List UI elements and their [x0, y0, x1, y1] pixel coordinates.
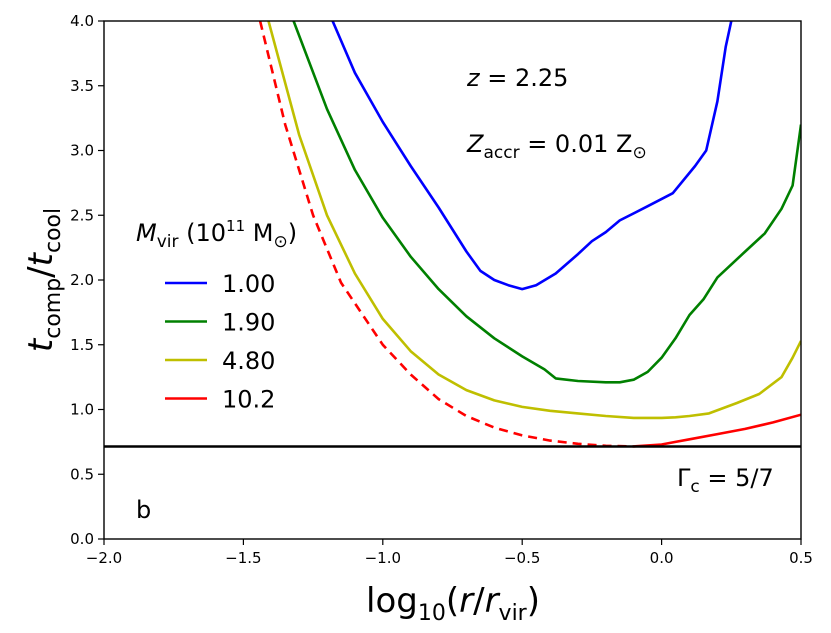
- y-tick-label: 2.5: [70, 206, 94, 224]
- series-line-10.2: [258, 21, 634, 448]
- y-tick-label: 2.0: [70, 271, 94, 289]
- legend: 1.00 1.90 4.80 10.2: [165, 270, 275, 414]
- legend-label-1.90: 1.90: [222, 309, 275, 337]
- gamma-annotation: Γc = 5/7: [677, 464, 774, 497]
- x-axis-label: log10(r/rvir): [366, 581, 540, 626]
- x-tick-label: −1.0: [365, 549, 401, 567]
- series-line-1.00: [331, 21, 733, 291]
- series-line-10.2-solid: [633, 413, 801, 448]
- y-tick-label: 3.0: [70, 142, 94, 160]
- y-tick-label: 1.5: [70, 336, 94, 354]
- x-axis-ticks: −2.0 −1.5 −1.0 −0.5 0.0 0.5: [86, 539, 813, 567]
- y-axis-ticks: 0.0 0.5 1.0 1.5 2.0 2.5 3.0 3.5 4.0: [70, 12, 104, 548]
- y-tick-label: 0.5: [70, 465, 94, 483]
- series-line-4.80: [267, 21, 801, 420]
- series-line-1.90: [292, 21, 801, 384]
- legend-title: Mvir (1011 M⊙): [136, 217, 297, 252]
- y-axis-label: tcomp/tcool: [21, 208, 66, 352]
- x-tick-label: −0.5: [504, 549, 540, 567]
- plot-frame: [103, 20, 802, 540]
- x-tick-label: 0.0: [650, 549, 674, 567]
- y-tick-label: 1.0: [70, 401, 94, 419]
- legend-label-4.80: 4.80: [222, 347, 275, 375]
- y-tick-label: 4.0: [70, 12, 94, 30]
- x-tick-label: 0.5: [789, 549, 813, 567]
- legend-label-10.2: 10.2: [222, 386, 275, 414]
- y-tick-label: 0.0: [70, 530, 94, 548]
- panel-label: b: [136, 496, 151, 524]
- redshift-annotation: z = 2.25: [466, 64, 568, 92]
- series-layer: [258, 21, 801, 448]
- legend-label-1.00: 1.00: [222, 270, 275, 298]
- x-tick-label: −2.0: [86, 549, 122, 567]
- x-tick-label: −1.5: [225, 549, 261, 567]
- metallicity-annotation: Zaccr = 0.01 Z⊙: [466, 130, 647, 163]
- y-tick-label: 3.5: [70, 77, 94, 95]
